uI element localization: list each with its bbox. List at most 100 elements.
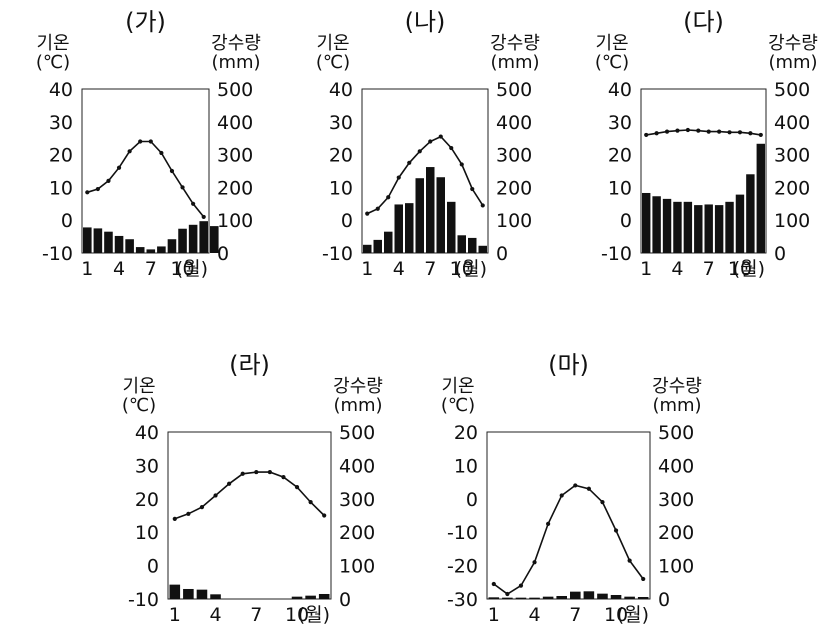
precip-bar [662,198,672,253]
precip-bar [694,205,703,253]
temperature-point [586,486,591,491]
temperature-point [654,131,659,136]
plot-frame [486,431,651,600]
temp-tick-label: 40 [135,422,159,444]
temperature-line [366,135,484,215]
temperature-point [717,129,722,134]
temperature-point [180,185,185,190]
plot-frame [167,431,332,600]
temp-tick-label: -10 [447,522,478,544]
month-tick-label: 7 [145,258,157,280]
month-unit-label: (월) [617,604,649,626]
precip-bar [683,201,693,253]
temp-tick-label: 20 [454,422,478,444]
month-tick-label: 7 [250,604,262,626]
temperature-point [748,131,753,136]
precip-bar [637,596,649,599]
precip-bar [196,589,208,599]
month-tick-label: 1 [640,258,652,280]
temp-tick-label: 30 [329,112,353,134]
precip-bar [488,597,500,599]
precip-bar [756,143,765,253]
temp-tick-label: 0 [620,210,632,232]
precip-bar [570,591,581,599]
precip-bar [652,196,661,253]
month-tick-label: 4 [113,258,125,280]
temperature-point [375,206,380,211]
month-tick-label: 7 [569,604,581,626]
temperature-point [169,168,175,174]
precip-tick-label: 300 [774,145,810,167]
chart-title: (마) [548,351,589,379]
temperature-point [505,591,510,597]
precip-tick-label: 200 [496,177,532,199]
month-tick-label: 7 [703,258,715,280]
precip-bar [146,249,156,253]
temperature-point [191,201,196,206]
precip-bar [704,204,713,253]
precip-tick-label: 300 [658,489,694,511]
temperature-point [386,195,391,200]
precip-axis-unit: (mm) [490,52,539,73]
precip-bar [291,596,303,599]
month-unit-label: (월) [176,258,208,280]
temp-tick-label: 0 [341,210,353,232]
precip-bar [457,235,466,253]
temperature-point [627,558,632,563]
precip-tick-label: 300 [339,489,375,511]
temperature-point [600,500,605,505]
precip-tick-label: 200 [774,177,810,199]
plot-frame [640,88,767,254]
precip-bar [725,201,734,253]
month-tick-label: 4 [671,258,683,280]
precip-bar [478,245,487,253]
precip-tick-label: 100 [658,556,694,578]
temperature-point [396,175,401,180]
temp-tick-label: 20 [135,489,159,511]
precip-bar [135,247,145,253]
month-tick-label: 7 [424,258,436,280]
chart-title: (라) [229,351,270,379]
precip-axis-label: 강수량 [211,33,261,54]
temperature-point [470,186,475,192]
precip-bar [199,221,208,253]
precip-bar [157,246,166,253]
precip-bar [447,201,456,253]
precip-bar [542,596,554,599]
temp-axis-label: 기온 [441,376,474,397]
temp-tick-label: -30 [447,589,478,611]
precip-bar [167,239,177,253]
precip-tick-label: 0 [774,243,786,265]
temperature-point [459,162,464,167]
temperature-point [322,513,327,518]
temperature-point [664,129,670,134]
precip-bar [318,593,330,599]
precip-bar [735,194,745,253]
temp-axis-label: 기온 [122,376,155,397]
precip-tick-label: 300 [496,145,532,167]
temperature-line [87,140,205,218]
temperature-line [174,471,325,520]
temp-axis-label: 기온 [36,33,69,54]
precip-tick-label: 500 [496,79,532,101]
month-tick-label: 1 [169,604,181,626]
precip-tick-label: 300 [217,145,253,167]
temperature-point [172,516,177,521]
precip-bar [502,597,513,599]
precip-bar [210,226,219,253]
temp-axis-unit: (℃) [441,395,475,416]
precip-bar [114,235,124,253]
precip-tick-label: 400 [774,112,810,134]
temp-tick-label: 30 [608,112,632,134]
temperature-point [199,505,205,510]
temp-tick-label: -10 [42,243,73,265]
precip-tick-label: 400 [339,455,375,477]
precip-tick-label: 100 [339,556,375,578]
precip-tick-label: 100 [217,210,253,232]
precip-bar [426,167,435,253]
temp-tick-label: 20 [608,145,632,167]
temperature-point [95,186,100,192]
temperature-point [294,485,300,490]
temperature-point [186,511,191,516]
